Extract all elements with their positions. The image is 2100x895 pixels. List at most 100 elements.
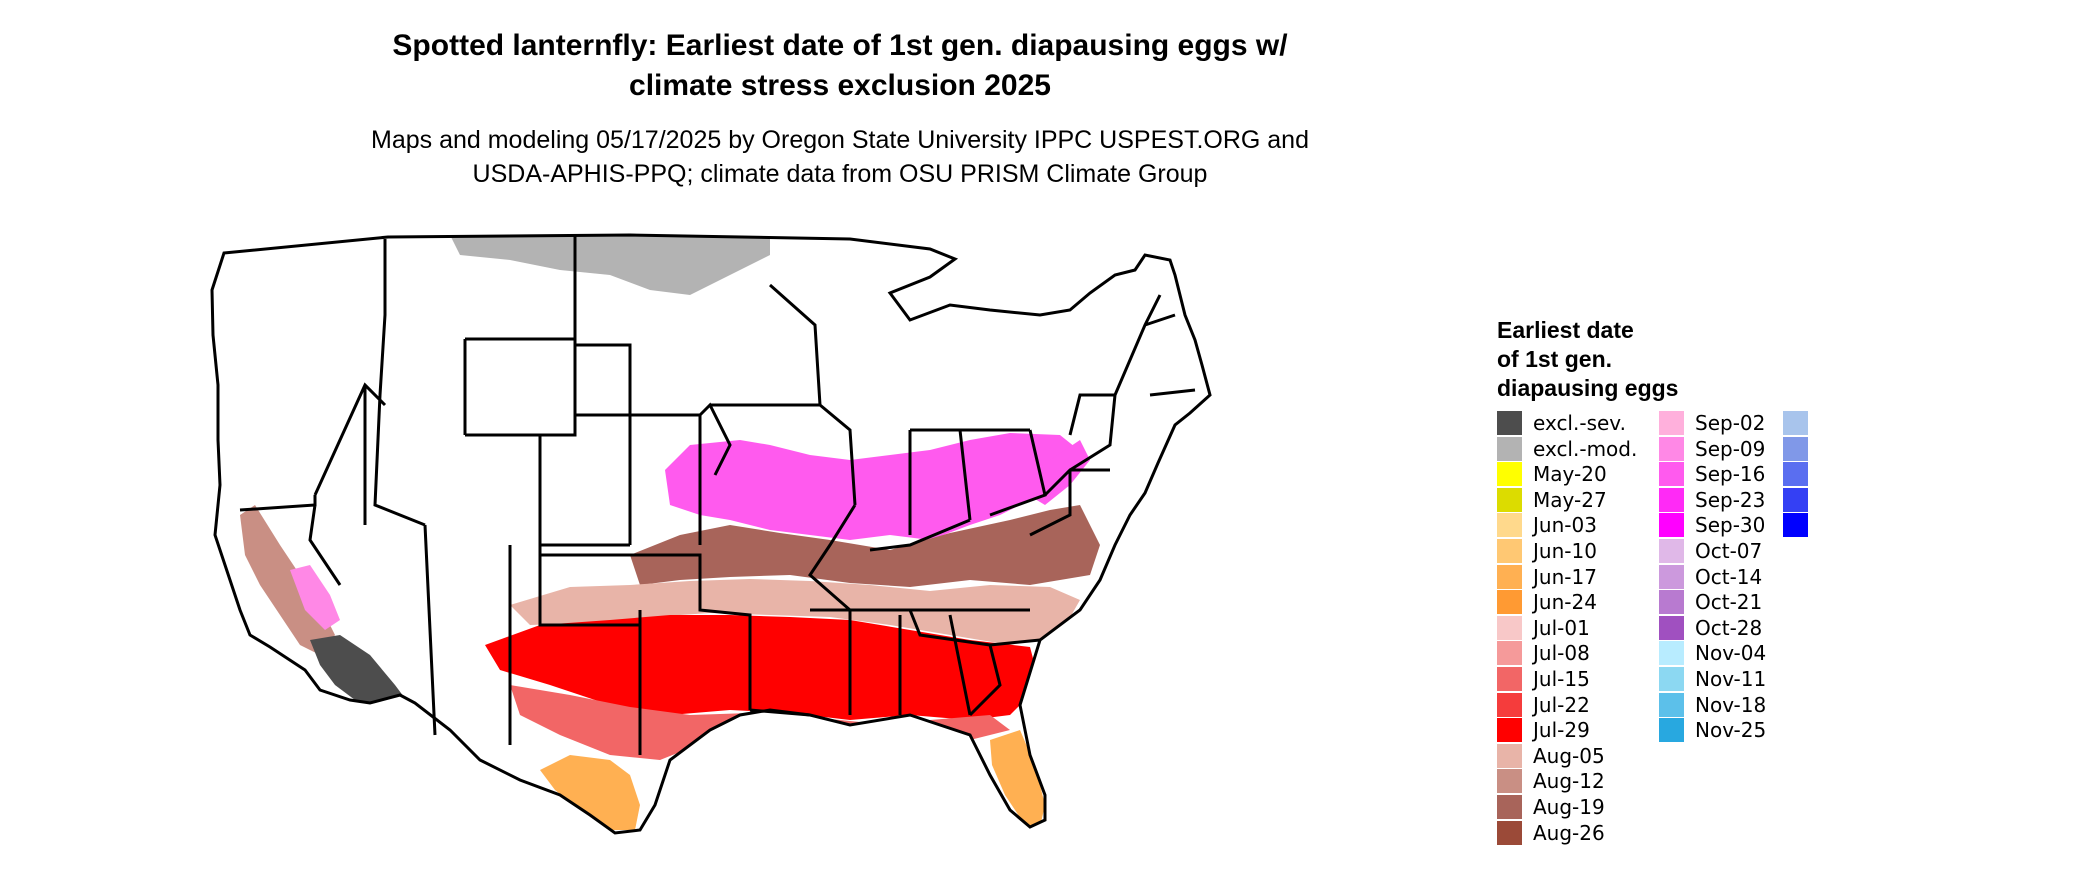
legend-item (1783, 461, 1953, 487)
legend-item: Aug-26 (1497, 820, 1667, 845)
legend-title-line-2: of 1st gen. (1497, 346, 1613, 372)
region-jun-florida (990, 730, 1045, 827)
legend-item: Aug-19 (1497, 794, 1667, 819)
legend-swatch (1497, 795, 1522, 819)
legend-label: Aug-05 (1533, 743, 1605, 768)
border-midwest (710, 283, 1110, 716)
legend-label: Aug-19 (1533, 795, 1605, 819)
legend-label: Nov-25 (1695, 718, 1767, 743)
legend-label: Oct-07 (1695, 539, 1763, 563)
legend-swatch (1783, 462, 1808, 487)
legend-item: Jul-22 (1497, 692, 1667, 717)
border-plains (538, 343, 752, 755)
legend-swatch (1659, 718, 1684, 743)
legend-label: Jun-03 (1533, 513, 1597, 538)
legend-swatch (1783, 436, 1808, 461)
legend-swatch (1659, 667, 1684, 691)
legend-item: Nov-04 (1659, 640, 1829, 666)
legend-label: Oct-14 (1695, 564, 1763, 589)
legend-swatch (1659, 615, 1684, 640)
legend-item: Jun-10 (1497, 538, 1667, 563)
legend-label: Oct-28 (1695, 615, 1763, 640)
map-title-line-1: Spotted lanternfly: Earliest date of 1st… (392, 29, 1288, 62)
region-jun-texas (540, 755, 640, 830)
legend-item: Nov-18 (1659, 692, 1829, 717)
legend-swatch (1497, 692, 1522, 717)
legend-swatch (1497, 487, 1522, 512)
legend-item: Sep-23 (1659, 487, 1829, 512)
legend-item: Sep-30 (1659, 512, 1829, 538)
legend-swatch (1659, 513, 1684, 538)
legend-label: Jul-08 (1533, 641, 1590, 666)
legend-label: Jul-22 (1533, 692, 1590, 717)
legend-item (1783, 410, 1953, 435)
legend-label: Jun-10 (1533, 539, 1597, 563)
legend-item: Jun-03 (1497, 512, 1667, 538)
legend-swatch (1783, 513, 1808, 538)
legend-swatch (1659, 539, 1684, 563)
border-southeast (749, 608, 1041, 717)
legend-swatch (1497, 820, 1522, 845)
map-title: Spotted lanternfly: Earliest date of 1st… (0, 26, 1680, 106)
state-borders (210, 233, 1212, 835)
legend-item: Aug-05 (1497, 743, 1667, 768)
legend-label: Nov-18 (1695, 692, 1767, 717)
legend-label: Jun-17 (1533, 564, 1597, 589)
legend-label: Aug-12 (1533, 769, 1605, 794)
legend-label: Aug-26 (1533, 820, 1605, 845)
legend-label: Nov-04 (1695, 641, 1767, 666)
legend-label: May-20 (1533, 462, 1607, 487)
legend-swatch (1497, 436, 1522, 461)
map-subtitle: Maps and modeling 05/17/2025 by Oregon S… (0, 123, 1680, 191)
legend-label: excl.-mod. (1533, 436, 1638, 461)
legend-item (1783, 487, 1953, 512)
legend-swatch (1659, 487, 1684, 512)
legend: Earliest date of 1st gen. diapausing egg… (1497, 316, 2097, 845)
legend-item: Nov-11 (1659, 666, 1829, 691)
legend-item: Jun-24 (1497, 589, 1667, 615)
legend-label: Jul-01 (1533, 615, 1590, 640)
legend-swatch (1497, 513, 1522, 538)
map-subtitle-line-2: USDA-APHIS-PPQ; climate data from OSU PR… (472, 160, 1208, 188)
region-sep-magenta (665, 433, 1085, 540)
legend-item: May-27 (1497, 487, 1667, 512)
legend-item (1783, 512, 1953, 538)
legend-item: Sep-16 (1659, 461, 1829, 487)
region-california-brown (240, 505, 335, 655)
legend-swatch (1497, 411, 1522, 435)
legend-item: Oct-28 (1659, 615, 1829, 640)
region-california-magenta (290, 565, 340, 630)
legend-swatch (1497, 462, 1522, 487)
legend-item: Jun-17 (1497, 564, 1667, 589)
conus-outline (210, 233, 1212, 835)
legend-item: Aug-12 (1497, 768, 1667, 794)
legend-swatch (1497, 590, 1522, 615)
legend-item: Jul-15 (1497, 666, 1667, 691)
legend-item: Jul-08 (1497, 640, 1667, 666)
legend-swatch (1659, 641, 1684, 666)
legend-label: Sep-09 (1695, 436, 1766, 461)
region-northeast-magenta (1020, 440, 1090, 505)
legend-swatch (1783, 487, 1808, 512)
legend-item: Sep-02 (1659, 410, 1829, 435)
legend-item: Oct-21 (1659, 589, 1829, 615)
region-excl-severe (310, 635, 410, 710)
legend-label: Jun-24 (1533, 590, 1597, 615)
legend-swatch (1497, 615, 1522, 640)
legend-item: excl.-mod. (1497, 436, 1667, 461)
region-excl-moderate-north (450, 235, 770, 295)
legend-swatch (1659, 692, 1684, 717)
legend-swatch (1659, 411, 1684, 435)
legend-swatch (1497, 718, 1522, 743)
legend-label: Sep-02 (1695, 411, 1766, 435)
legend-item (1783, 436, 1953, 461)
legend-item: Sep-09 (1659, 436, 1829, 461)
legend-label: Oct-21 (1695, 590, 1763, 615)
legend-item: Jul-29 (1497, 717, 1667, 743)
legend-label: Jul-15 (1533, 667, 1590, 691)
legend-label: Nov-11 (1695, 667, 1767, 691)
region-aug-brown (630, 505, 1100, 587)
legend-swatch (1497, 641, 1522, 666)
map-subtitle-line-1: Maps and modeling 05/17/2025 by Oregon S… (371, 126, 1309, 154)
legend-swatch (1497, 743, 1522, 768)
